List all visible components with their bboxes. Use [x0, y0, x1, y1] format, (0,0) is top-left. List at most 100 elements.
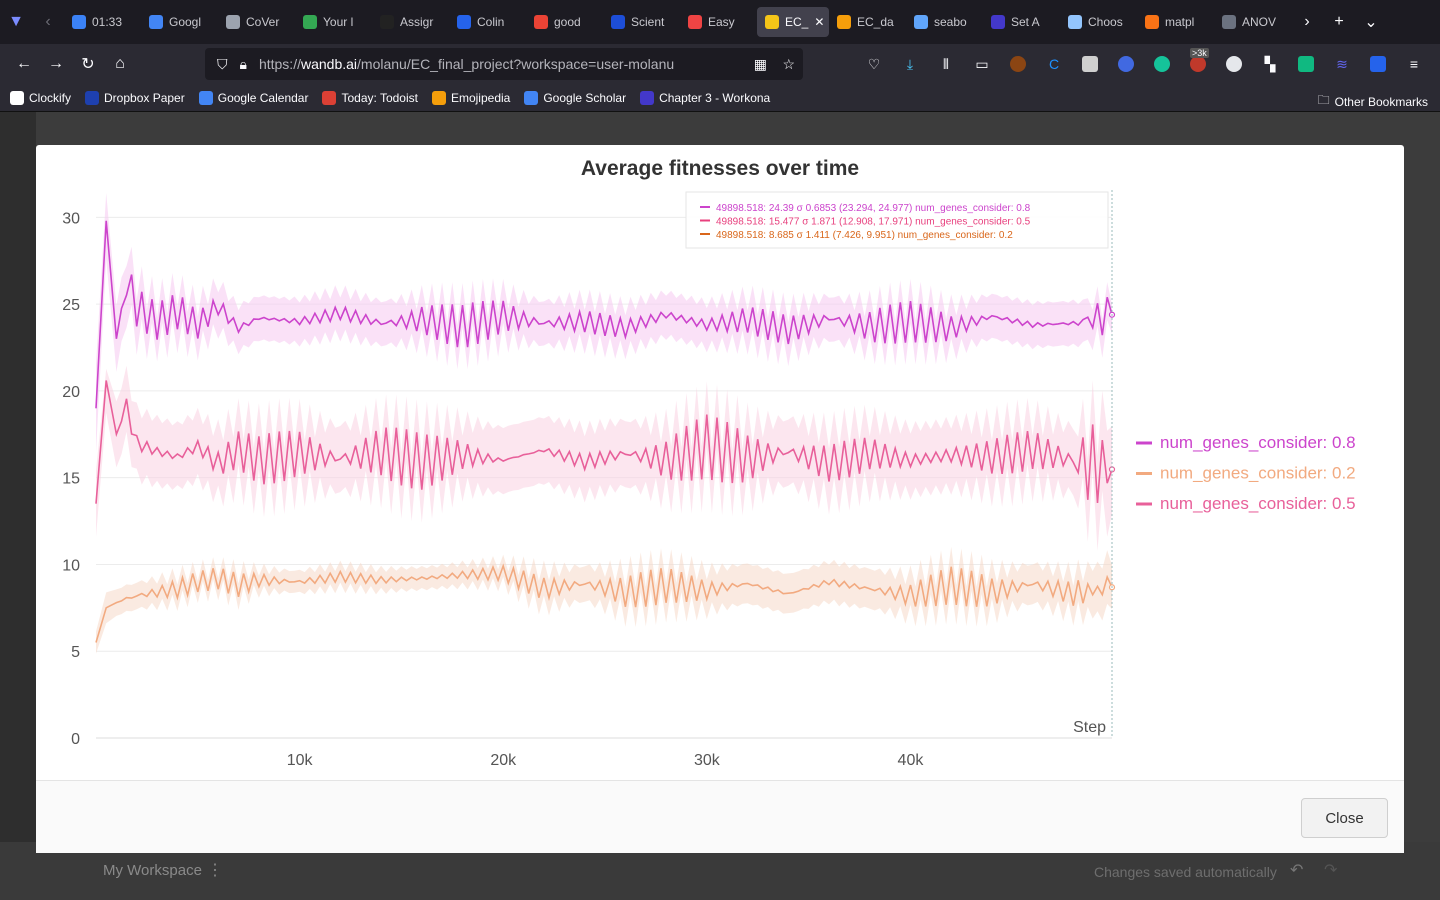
browser-tab[interactable]: 01:33	[64, 7, 141, 37]
x-tick-label: 10k	[287, 752, 314, 769]
tooltip-box	[685, 191, 1109, 249]
tab-favicon-icon	[914, 15, 928, 29]
extension-icon[interactable]	[1002, 48, 1034, 80]
browser-tab[interactable]: Your l	[295, 7, 372, 37]
pocket-icon[interactable]: ♡	[867, 55, 881, 72]
browser-tab[interactable]: seabo	[906, 7, 983, 37]
browser-tab[interactable]: Choos	[1060, 7, 1137, 37]
browser-tab[interactable]: Assigr	[372, 7, 449, 37]
tab-scroll-right-icon[interactable]: ›	[1304, 13, 1310, 30]
legend-entry: num_genes_consider: 0.5	[1160, 494, 1356, 513]
browser-tab[interactable]: good	[526, 7, 603, 37]
close-button[interactable]: Close	[1301, 798, 1388, 838]
bookmark-label: Emojipedia	[450, 90, 511, 105]
extension-icon[interactable]	[1362, 48, 1394, 80]
tab-favicon-icon	[380, 15, 394, 29]
undo-icon[interactable]: ↶	[1290, 862, 1304, 879]
y-tick-label: 30	[62, 210, 80, 227]
extension-icon[interactable]	[1110, 48, 1142, 80]
folder-icon: 🗀︎	[1317, 93, 1330, 107]
tab-label: good	[554, 15, 581, 29]
firefox-view-icon[interactable]: ▼	[8, 13, 24, 30]
tab-list-icon[interactable]: ⌄	[1364, 14, 1378, 31]
other-bookmarks[interactable]: 🗀︎ Other Bookmarks	[1318, 91, 1428, 112]
bookmark-item[interactable]: Google Calendar	[198, 90, 308, 105]
bookmark-item[interactable]: Today: Todoist	[322, 90, 418, 105]
url-bar[interactable]: ⛉ 🔒︎ https://wandb.ai/molanu/EC_final_pr…	[205, 48, 803, 80]
modal-footer: Close	[36, 780, 1404, 853]
other-bookmarks-label: Other Bookmarks	[1334, 94, 1428, 109]
home-icon[interactable]: ⌂	[115, 55, 125, 72]
forward-icon[interactable]: →	[48, 55, 64, 72]
tab-label: EC_	[785, 15, 809, 29]
extension-icon[interactable]	[1218, 48, 1250, 80]
grammarly-icon[interactable]	[1146, 48, 1178, 80]
qr-code-icon[interactable]: ▦	[753, 55, 767, 72]
redo-icon[interactable]: ↷	[1324, 862, 1338, 879]
series-band	[96, 546, 1112, 654]
bookmark-star-icon[interactable]: ☆	[782, 55, 795, 72]
kebab-menu-icon[interactable]: ⋮	[207, 862, 223, 879]
reload-icon[interactable]: ↻	[81, 56, 95, 73]
bookmark-label: Dropbox Paper	[104, 90, 185, 105]
tab-close-icon[interactable]: ✕	[814, 15, 825, 29]
legend-entry: num_genes_consider: 0.2	[1160, 464, 1356, 483]
library-icon[interactable]: ⫴	[943, 55, 949, 72]
legend-entry: num_genes_consider: 0.8	[1160, 433, 1356, 452]
bookmark-favicon-icon	[10, 90, 24, 105]
bookmark-item[interactable]: Dropbox Paper	[85, 90, 185, 105]
browser-tab[interactable]: EC_da	[829, 7, 906, 37]
extension-icon[interactable]: ≋	[1336, 55, 1348, 72]
bookmark-item[interactable]: Chapter 3 - Workona	[640, 90, 770, 105]
back-icon[interactable]: ←	[16, 55, 32, 72]
browser-tab[interactable]: Googl	[141, 7, 218, 37]
browser-tab[interactable]: Scient	[603, 7, 680, 37]
extension-icon[interactable]: C	[1048, 56, 1060, 72]
browser-tab[interactable]: Easy	[680, 7, 757, 37]
y-tick-label: 0	[71, 731, 80, 748]
extension-badge-icon[interactable]: >3k	[1182, 48, 1214, 80]
series-line	[95, 220, 1113, 409]
workspace-name[interactable]: My Workspace	[103, 862, 202, 879]
browser-tab[interactable]: Colin	[449, 7, 526, 37]
tab-list: 01:33 Googl CoVer Your l Assigr Colin good Scie…	[64, 7, 1291, 37]
sidebar-icon[interactable]: ▭	[975, 55, 989, 72]
badge-count: >3k	[1190, 48, 1209, 58]
extensions-icon[interactable]: ▚	[1264, 55, 1276, 72]
navigation-bar: ← → ↻ ⌂ ⛉ 🔒︎ https://wandb.ai/molanu/EC_…	[0, 44, 1440, 84]
chart-legend: num_genes_consider: 0.8 num_genes_conside…	[1136, 433, 1356, 513]
bookmark-label: Today: Todoist	[341, 90, 418, 105]
y-tick-label: 5	[71, 644, 80, 661]
browser-tab[interactable]: matpl	[1137, 7, 1214, 37]
tab-favicon-icon	[226, 15, 240, 29]
browser-tab[interactable]: ANOV	[1214, 7, 1291, 37]
tab-label: Assigr	[400, 15, 434, 29]
extension-icon[interactable]	[1290, 48, 1322, 80]
tab-label: CoVer	[246, 15, 280, 29]
bookmark-item[interactable]: Emojipedia	[431, 90, 511, 105]
new-tab-icon[interactable]: +	[1334, 13, 1344, 30]
bookmark-item[interactable]: Google Scholar	[524, 90, 626, 105]
tab-favicon-icon	[991, 15, 1005, 29]
bookmark-item[interactable]: Clockify	[10, 90, 71, 105]
tab-favicon-icon	[1222, 15, 1236, 29]
download-icon[interactable]: ⤓	[906, 55, 914, 72]
x-tick-label: 40k	[898, 752, 925, 769]
extension-icon[interactable]	[1074, 48, 1106, 80]
browser-tab[interactable]: EC_ ✕	[757, 7, 829, 37]
tab-label: Choos	[1088, 15, 1123, 29]
shield-icon[interactable]: ⛉	[217, 55, 228, 72]
tooltip-row: 49898.518: 15.477 σ 1.871 (12.908, 17.97…	[716, 217, 1031, 228]
line-chart: 0 5 10 15 20 25 30 10k 20k 30k 40k Step 49898.518: …	[62, 190, 1356, 769]
browser-tab[interactable]: CoVer	[218, 7, 295, 37]
bookmark-list: Clockify Dropbox Paper Google Calendar Toda…	[10, 90, 770, 105]
browser-tab-bar: ▼ ‹ 01:33 Googl CoVer Your l Assigr Colin good…	[0, 0, 1440, 44]
bookmark-favicon-icon	[198, 90, 213, 105]
tab-label: Scient	[631, 15, 665, 29]
y-tick-label: 10	[62, 557, 80, 574]
tab-label: Colin	[477, 15, 505, 29]
tab-scroll-left-icon[interactable]: ‹	[45, 13, 51, 30]
lock-icon[interactable]: 🔒︎	[239, 55, 247, 72]
menu-icon[interactable]: ≡	[1409, 56, 1419, 72]
browser-tab[interactable]: Set A	[983, 7, 1060, 37]
